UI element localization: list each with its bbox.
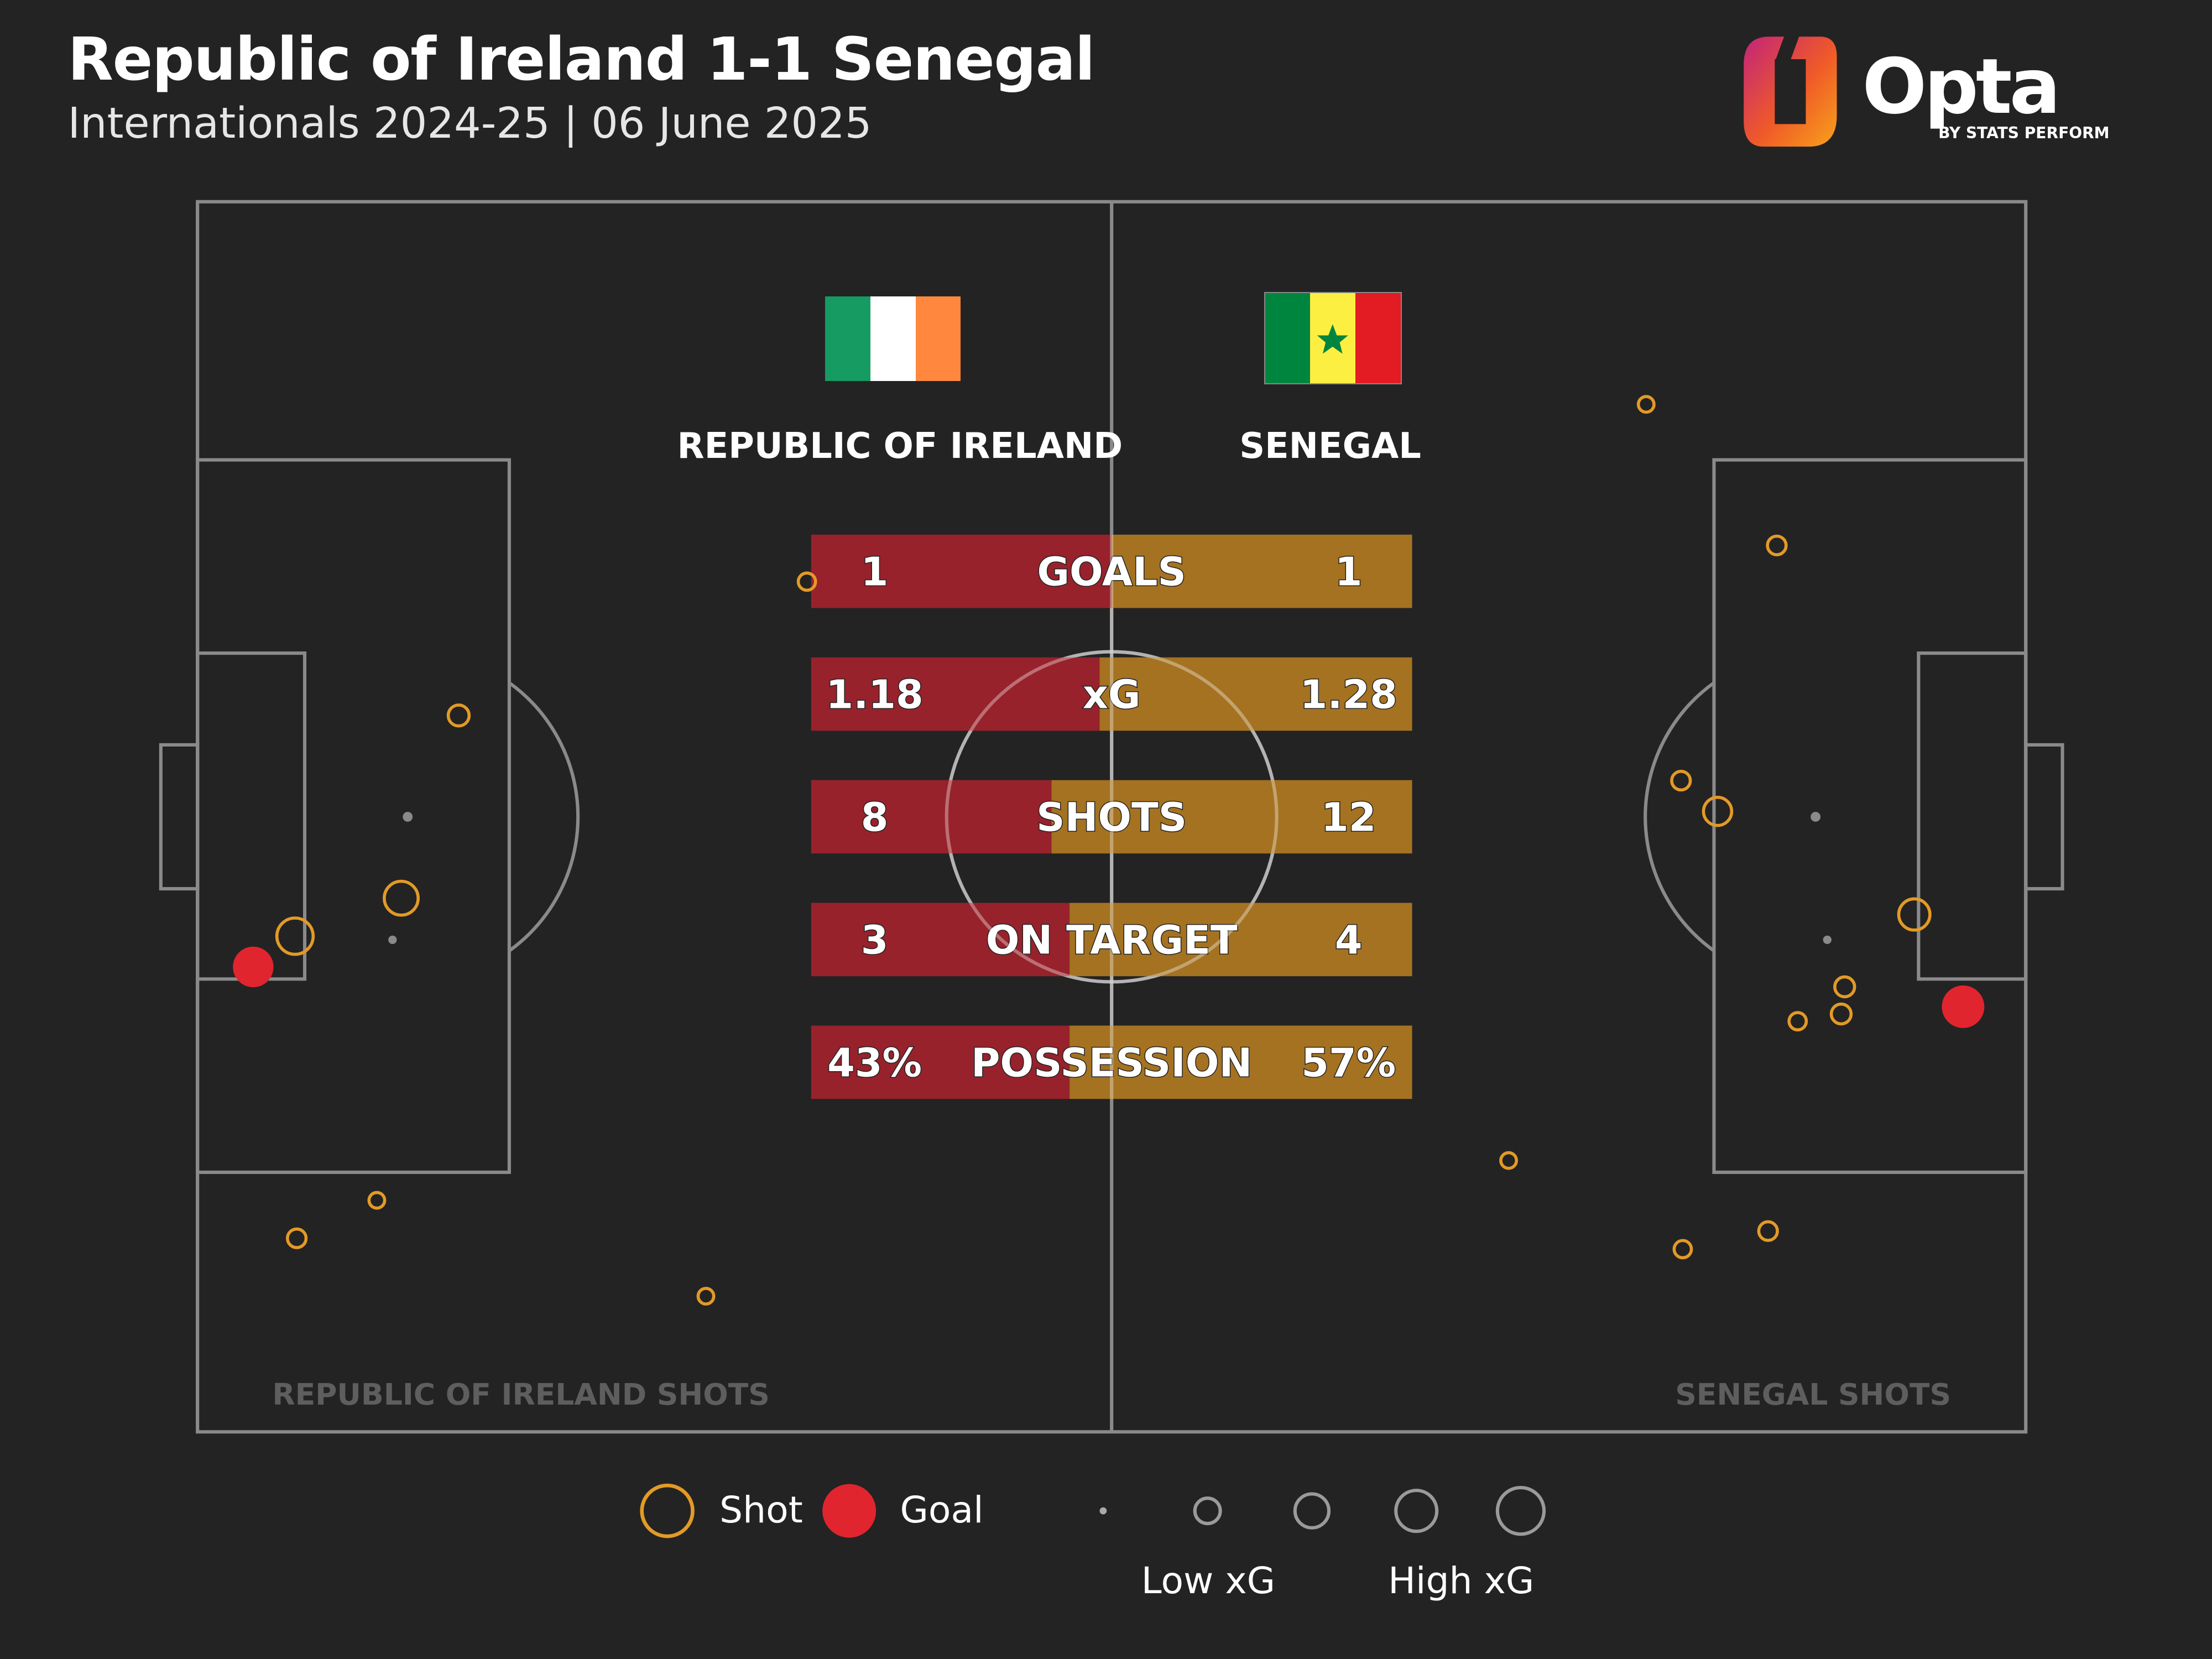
shot-marker [1833,975,1856,999]
home-stat-value: 1.18 [826,672,924,718]
stat-row: 3 ON TARGET 4 [811,902,1412,977]
stat-row: 43% POSSESSION 57% [811,1025,1412,1099]
home-stat-value: 3 [861,917,889,963]
shot-marker [446,703,471,728]
home-stat-bar [811,902,1070,977]
stat-row: 1.18 xG 1.28 [811,657,1412,731]
stat-label: SHOTS [1036,795,1187,841]
flag-stripe [1355,293,1401,384]
left-penalty-spot [403,812,413,822]
left-six-yard-box [196,651,307,981]
shot-markers [233,395,1985,1306]
away-stat-bar [1112,534,1412,608]
legend-xg-size-1 [1099,1507,1107,1515]
ireland-flag [825,296,961,381]
shot-marker [1787,1011,1808,1032]
flag-stripe [1265,293,1311,384]
shot-marker [383,879,420,917]
legend-high-xg: High xG [1388,1558,1535,1602]
home-stat-bar [811,657,1100,731]
stat-row: 1 GOALS 1 [811,534,1412,608]
shot-marker [275,916,315,956]
legend-xg-size-2 [1193,1496,1222,1526]
legend-xg-size-4 [1394,1489,1439,1533]
away-stat-value: 1.28 [1300,672,1397,718]
shot-marker [1499,1151,1519,1170]
shot-marker [1829,1002,1853,1026]
opta-logo-icon [1744,30,1837,147]
shot-marker [1897,897,1932,932]
legend-marks [640,1483,1546,1538]
home-stat-value: 1 [861,549,889,595]
home-stat-bar [811,780,1052,854]
shot-marker [796,571,817,592]
shot-marker [696,1286,716,1306]
stat-row: 8 SHOTS 12 [811,780,1412,854]
shot-marker [1672,1239,1693,1260]
shot-marker [1766,534,1788,556]
left-goal [159,743,200,891]
goal-marker [1942,985,1985,1028]
shot-marker [1670,769,1692,792]
legend-xg-size-5 [1495,1485,1546,1536]
shot-marker [1702,795,1734,827]
stat-label: xG [1083,672,1141,718]
away-stat-value: 57% [1301,1040,1396,1086]
stat-label: GOALS [1037,549,1186,595]
stat-label: POSSESSION [971,1040,1252,1086]
flag-stripe [825,296,870,381]
shot-marker [1757,1220,1779,1242]
away-stat-bar [1070,1025,1412,1099]
away-stat-value: 4 [1335,917,1363,963]
legend-shot-label: Shot [719,1488,803,1532]
right-goal [2024,743,2064,891]
page-subtitle: Internationals 2024-25 | 06 June 2025 [67,98,872,148]
away-stat-bar [1051,780,1412,854]
right-penalty-arc [1644,681,1715,952]
opta-logo: Opta BY STATS PERFORM [1738,30,2110,152]
legend-goal-marker [822,1484,877,1538]
away-stat-bar [1099,657,1412,731]
flag-stripe [870,296,916,381]
away-stat-bar [1070,902,1412,977]
left-penalty-arc [508,681,580,952]
flag-stripe [1310,293,1355,384]
flag-stripe [915,296,961,381]
shot-marker [1823,935,1832,945]
left-penalty-box [196,458,511,1174]
page-title: Republic of Ireland 1-1 Senegal [67,25,1095,94]
home-stat-bar [811,1025,1070,1099]
stat-bars: 1 GOALS 1 1.18 xG 1.28 8 SHOTS 12 3 ON TARGET 4 43% P… [811,534,1412,1099]
shot-marker [285,1227,308,1249]
legend-goal-label: Goal [900,1488,984,1532]
home-stat-bar [811,534,1112,608]
right-penalty-box [1712,458,2028,1174]
legend-low-xg: Low xG [1141,1558,1276,1602]
away-stat-value: 1 [1335,549,1363,595]
shot-marker [388,935,397,945]
right-penalty-spot [1811,812,1821,822]
away-shots-label: SENEGAL SHOTS [1675,1376,1952,1412]
home-stat-value: 8 [861,795,889,841]
home-shots-label: REPUBLIC OF IRELAND SHOTS [272,1376,770,1412]
stat-label: ON TARGET [986,917,1238,963]
opta-logo-word: Opta [1862,42,2060,131]
goal-marker [233,946,274,988]
legend-shot-marker [640,1483,695,1538]
shot-marker [1636,395,1656,414]
away-stat-value: 12 [1321,795,1376,841]
star-icon [1317,324,1349,354]
home-stat-value: 43% [827,1040,922,1086]
home-team-name: REPUBLIC OF IRELAND [677,426,1123,467]
shot-marker [367,1191,387,1210]
away-team-name: SENEGAL [1239,426,1421,467]
centre-circle-overlay [945,650,1279,984]
legend-xg-size-3 [1293,1492,1331,1530]
senegal-flag [1264,292,1402,385]
right-six-yard-box [1917,651,2028,981]
opta-logo-sub: BY STATS PERFORM [1938,124,2110,143]
